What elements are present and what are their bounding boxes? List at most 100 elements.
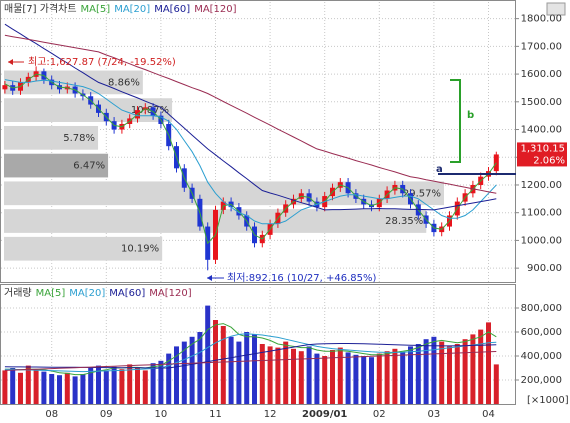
volume-profile-bar — [4, 125, 99, 150]
drawn-bracket — [450, 79, 461, 163]
volume-bar — [275, 347, 281, 404]
legend-entry: MA[5] — [36, 288, 66, 299]
volume-bar — [244, 332, 250, 404]
volume-bar — [41, 371, 47, 404]
volume-bar — [447, 346, 452, 404]
x-tick-label: 03 — [428, 409, 441, 420]
volume-average-line — [4, 351, 497, 371]
volume-bar — [415, 344, 421, 404]
volume-bar — [96, 365, 101, 404]
volume-bar — [80, 374, 86, 404]
volume-profile-label: 5.78% — [63, 133, 95, 144]
volume-bar — [298, 351, 304, 404]
x-tick-label: 04 — [482, 409, 495, 420]
volume-bar — [236, 341, 242, 404]
volume-bar — [306, 346, 312, 404]
volume-bar — [64, 372, 70, 404]
volume-profile-bar — [4, 70, 143, 95]
settings-icon[interactable] — [546, 2, 566, 16]
volume-bar — [486, 322, 491, 404]
current-price-box — [517, 142, 567, 167]
current-price-label: 1,310.15 — [520, 143, 565, 154]
legend-entry: MA[60] — [109, 288, 145, 299]
y-tick-label: 200,000 — [521, 375, 562, 386]
volume-bar — [49, 374, 55, 404]
volume-bar — [353, 354, 359, 404]
volume-bar — [345, 352, 351, 404]
volume-bar — [283, 341, 289, 404]
volume-average-line — [4, 323, 497, 376]
volume-bar — [158, 360, 164, 404]
y-tick-label: 1800.00 — [521, 14, 562, 25]
volume-bar — [408, 346, 413, 404]
volume-bar — [88, 368, 94, 404]
y-tick-label: 1500.00 — [521, 97, 562, 108]
y-tick-label: 900.00 — [527, 263, 562, 274]
volume-unit: [×1000] — [527, 395, 569, 406]
marks-layer — [2, 23, 499, 404]
volume-profile-bar — [4, 236, 163, 261]
volume-bar — [166, 353, 172, 404]
label-b: b — [467, 110, 474, 121]
volume-bar — [119, 369, 125, 404]
legend-entry: MA[5] — [81, 4, 111, 15]
volume-bar — [252, 334, 257, 404]
candle-body — [2, 85, 8, 90]
volume-bar — [205, 305, 211, 404]
y-tick-label: 1700.00 — [521, 41, 562, 52]
x-tick-label: 11 — [209, 409, 222, 420]
volume-bar — [493, 364, 499, 404]
volume-bar — [174, 346, 179, 404]
legend-entry: MA[60] — [154, 4, 190, 15]
volume-bar — [431, 336, 437, 404]
volume-bar — [259, 344, 265, 404]
volume-bar — [361, 356, 367, 404]
volume-profile-bar — [4, 181, 444, 206]
volume-bar — [127, 364, 133, 404]
volume-bar — [189, 336, 195, 404]
volume-bar — [197, 332, 203, 404]
volume-bar — [150, 363, 156, 404]
x-tick-label: 08 — [45, 409, 58, 420]
volume-profile-label: 6.47% — [73, 161, 105, 172]
volume-bar — [369, 357, 374, 404]
volume-bar — [33, 369, 39, 404]
legend-entry: MA[20] — [69, 288, 105, 299]
legend-entry: MA[120] — [194, 4, 236, 15]
volume-profile-label: 10.19% — [121, 244, 159, 255]
volume-bar — [10, 368, 16, 404]
volume-bar — [478, 329, 484, 404]
volume-bar — [57, 375, 62, 404]
y-tick-label: 1100.00 — [521, 208, 562, 219]
volume-bar — [18, 372, 23, 404]
high-annotation: 최고:1,627.87 (7/24, -19.52%) — [28, 56, 176, 68]
y-tick-label: 800,000 — [521, 303, 562, 314]
x-tick-label: 2009/01 — [302, 409, 347, 420]
current-change-label: 2.06% — [533, 155, 565, 166]
low-arrowhead — [207, 275, 212, 281]
label-a: a — [436, 164, 443, 175]
moving-average-line — [4, 73, 497, 245]
volume-bar — [337, 347, 343, 404]
volume-bar — [291, 348, 296, 404]
moving-average-line — [4, 79, 497, 225]
legend-entry: MA[20] — [114, 4, 150, 15]
volume-profile-label: 29.57% — [403, 188, 441, 199]
volume-bar — [400, 352, 406, 404]
y-tick-label: 1000.00 — [521, 235, 562, 246]
volume-profile-label: 28.35% — [385, 216, 423, 227]
volume-title: 거래량 — [4, 287, 32, 299]
volume-bar — [376, 353, 382, 404]
volume-bar — [322, 356, 328, 404]
volume-bar — [267, 346, 273, 404]
x-tick-label: 09 — [100, 409, 113, 420]
price-legend: 매물[7] 가격차트 MA[5] MA[20] MA[60] MA[120] — [4, 2, 237, 15]
y-tick-label: 1200.00 — [521, 180, 562, 191]
volume-bar — [2, 370, 8, 404]
volume-bar — [462, 339, 468, 404]
low-annotation: 최저:892.16 (10/27, +46.85%) — [227, 272, 377, 284]
volume-bar — [330, 350, 335, 404]
volume-bar — [111, 366, 117, 404]
moving-average-line — [4, 34, 497, 194]
